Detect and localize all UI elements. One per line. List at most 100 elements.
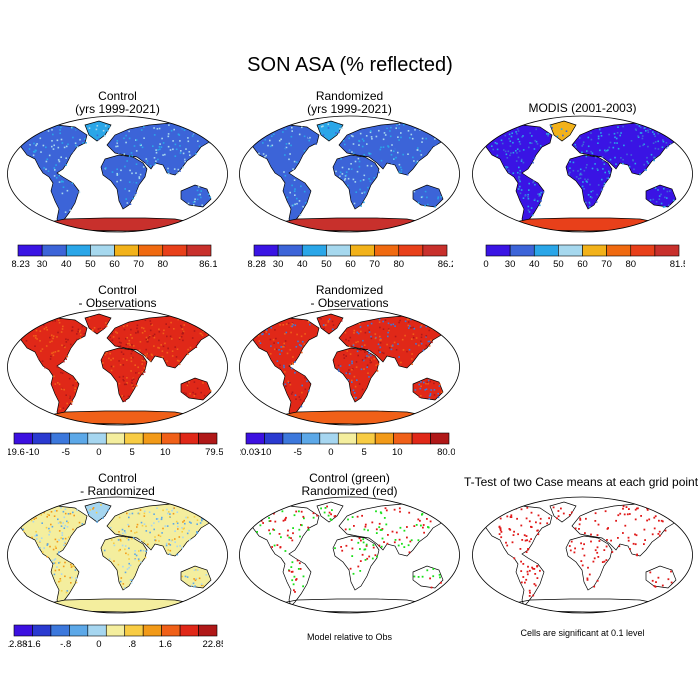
grid-cell (537, 193, 539, 195)
colorbar-tick-label: -5 (61, 447, 69, 458)
grid-cell (370, 165, 373, 167)
grid-cell (81, 325, 84, 328)
grid-cell (386, 343, 388, 346)
grid-cell (128, 155, 131, 157)
grid-cell (411, 338, 413, 340)
grid-cell (143, 126, 145, 128)
grid-cell (425, 137, 427, 140)
grid-cell (137, 331, 139, 334)
grid-cell (633, 168, 635, 171)
grid-cell (130, 152, 133, 154)
grid-cell (274, 520, 277, 523)
grid-cell (108, 126, 111, 128)
grid-cell (433, 144, 435, 146)
grid-cell (109, 526, 112, 529)
grid-cell (110, 369, 113, 372)
grid-cell (54, 164, 56, 166)
grid-cell (122, 583, 125, 585)
colorbar-tick-label: .8 (128, 639, 136, 650)
map-border (7, 496, 228, 614)
grid-cell (537, 529, 539, 532)
colorbar-swatch (558, 244, 583, 257)
grid-cell (361, 359, 364, 361)
grid-cell (368, 376, 370, 378)
grid-cell (536, 143, 539, 145)
grid-cell (197, 186, 200, 188)
grid-cell (395, 156, 397, 159)
grid-cell (131, 337, 133, 339)
grid-cell (390, 348, 393, 351)
grid-cell (632, 542, 635, 545)
grid-cell (395, 158, 397, 161)
grid-cell (653, 133, 655, 135)
grid-cell (494, 142, 497, 144)
grid-cell (636, 507, 638, 510)
grid-cell (145, 336, 148, 339)
grid-cell (162, 154, 164, 156)
grid-cell (512, 534, 515, 536)
grid-cell (587, 145, 590, 148)
grid-cell (425, 335, 428, 337)
grid-cell (294, 188, 296, 190)
grid-cell (420, 333, 423, 336)
grid-cell (70, 582, 72, 584)
grid-cell (499, 527, 502, 530)
grid-cell (137, 512, 140, 515)
grid-cell (74, 389, 76, 392)
grid-cell (41, 360, 44, 362)
grid-cell (167, 133, 170, 135)
grid-cell (646, 160, 648, 163)
grid-cell (525, 578, 528, 581)
grid-cell (652, 125, 655, 127)
grid-cell (375, 154, 378, 157)
grid-cell (609, 141, 612, 144)
grid-cell (581, 185, 584, 188)
grid-cell (589, 196, 592, 198)
grid-cell (126, 337, 128, 339)
grid-cell (162, 527, 164, 530)
grid-cell (45, 160, 48, 163)
grid-cell (84, 138, 86, 140)
grid-cell (419, 326, 422, 328)
grid-cell (359, 143, 361, 146)
colorbar-swatch (13, 624, 33, 637)
grid-cell (172, 523, 175, 525)
grid-cell (197, 321, 200, 323)
grid-cell (183, 317, 185, 320)
grid-cell (158, 540, 160, 542)
grid-cell (77, 330, 79, 333)
grid-cell (189, 539, 191, 541)
grid-cell (628, 513, 631, 515)
grid-cell (170, 126, 173, 128)
grid-cell (124, 531, 127, 534)
grid-cell (134, 194, 137, 197)
grid-cell (59, 132, 61, 135)
grid-cell (121, 395, 124, 397)
grid-cell (200, 584, 203, 587)
grid-cell (161, 355, 164, 358)
grid-cell (211, 519, 214, 521)
grid-cell (53, 562, 55, 565)
grid-cell (58, 174, 61, 177)
grid-cell (587, 194, 590, 196)
grid-cell (149, 165, 152, 167)
grid-cell (303, 400, 305, 402)
grid-cell (536, 565, 539, 568)
grid-cell (103, 549, 106, 552)
grid-cell (293, 514, 296, 517)
grid-cell (53, 167, 56, 169)
grid-cell (363, 154, 365, 156)
grid-cell (520, 508, 523, 511)
grid-cell (71, 565, 73, 568)
grid-cell (124, 400, 126, 402)
grid-cell (360, 205, 362, 207)
grid-cell (590, 132, 592, 134)
grid-cell (110, 365, 113, 368)
grid-cell (272, 132, 275, 134)
grid-cell (511, 541, 514, 544)
grid-cell (562, 134, 564, 137)
grid-cell (111, 332, 113, 335)
grid-cell (48, 150, 50, 152)
